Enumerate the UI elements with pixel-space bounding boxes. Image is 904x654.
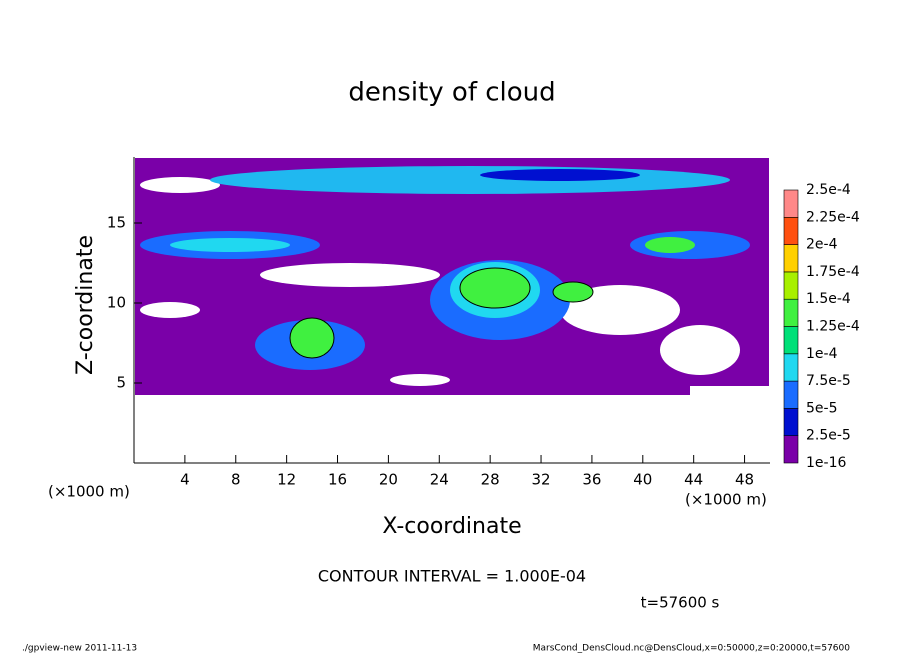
colorbar-label: 1e-4 [806,346,838,362]
colorbar-label: 1e-16 [806,455,846,471]
colorbar-box [783,380,799,409]
x-tick-label: 28 [481,471,500,489]
x-tick-label: 4 [180,471,190,489]
y-tick-label: 5 [116,374,126,392]
x-unit: (×1000 m) [48,483,130,501]
y-axis-label: Z-coordinate [73,235,98,375]
x-tick-label: 36 [582,471,601,489]
x-tick-label: 40 [633,471,652,489]
cloud-field [135,158,769,395]
y-tick-label: 10 [107,294,126,312]
colorbar-box [783,435,799,464]
colorbar-label: 7.5e-5 [806,373,851,389]
colorbar-label: 2.5e-5 [806,428,851,444]
colorbar-box [783,298,799,327]
time-label: t=57600 s [641,594,720,612]
footer: ./gpview-new 2011-11-13 [22,644,137,654]
colorbar-box [783,244,799,273]
x-tick-label: 32 [531,471,550,489]
x-tick-label: 24 [430,471,449,489]
x-tick-label: 8 [231,471,241,489]
colorbar-label: 5e-5 [806,400,837,416]
chart-title: density of cloud [348,78,555,108]
colorbar-box [783,353,799,382]
colorbar-box [783,326,799,355]
colorbar-label: 1.25e-4 [806,319,860,335]
x-axis-label: X-coordinate [382,514,521,539]
colorbar-label: 2.25e-4 [806,209,860,225]
colorbar-box [783,217,799,245]
colorbar-box [783,408,799,436]
colorbar-box [783,271,799,300]
y-tick-label: 15 [107,214,126,232]
x-tick-label: 16 [328,471,347,489]
x-tick-label: 20 [379,471,398,489]
colorbar-label: 1.5e-4 [806,291,851,307]
x-tick-label: 48 [735,471,754,489]
x-tick-label: 12 [277,471,296,489]
x-tick-label: 44 [684,471,703,489]
contour-interval: CONTOUR INTERVAL = 1.000E-04 [318,567,586,586]
colorbar-label: 2.5e-4 [806,182,851,198]
x-unit: (×1000 m) [685,491,767,509]
colorbar-label: 2e-4 [806,237,838,253]
colorbar-label: 1.75e-4 [806,264,860,280]
colorbar-box [783,189,799,218]
footer: MarsCond_DensCloud.nc@DensCloud,x=0:5000… [533,644,850,654]
